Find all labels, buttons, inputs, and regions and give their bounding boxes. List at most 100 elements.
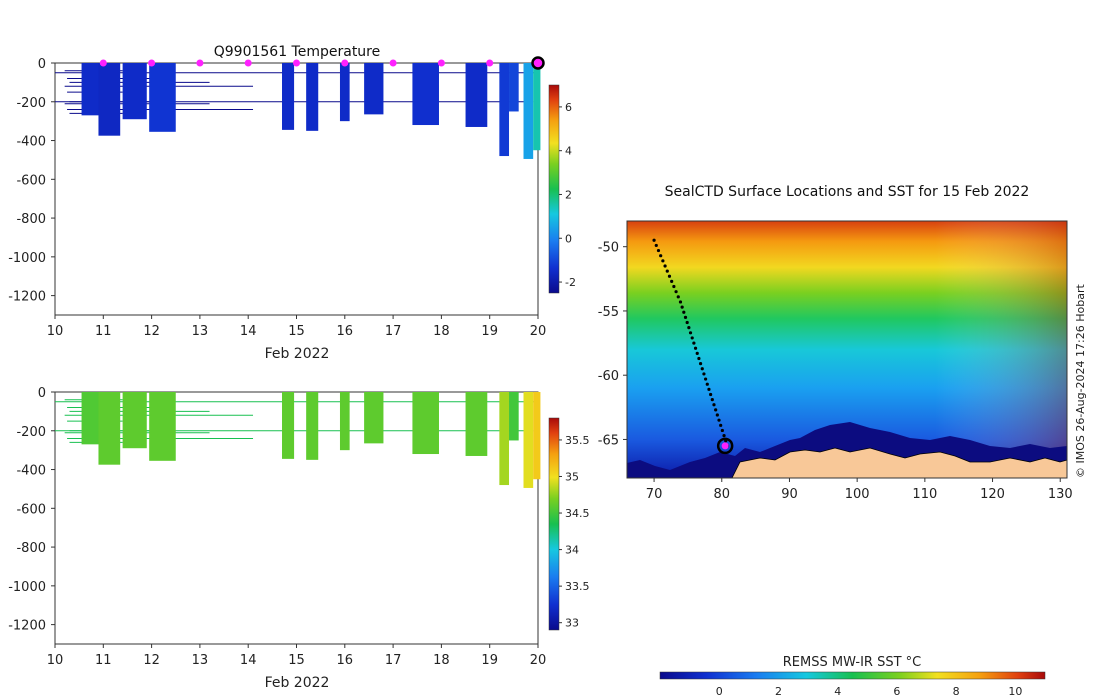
colorbar-tick-label: 0 bbox=[565, 232, 572, 245]
x-tick-label: 10 bbox=[47, 653, 64, 668]
track-point bbox=[709, 392, 713, 397]
profile-bar bbox=[412, 63, 439, 126]
x-tick-label: 20 bbox=[530, 324, 547, 339]
track-point bbox=[705, 382, 709, 386]
track-point bbox=[683, 315, 688, 319]
profile-bar bbox=[465, 63, 488, 127]
track-point bbox=[659, 254, 663, 258]
y-tick-label: -600 bbox=[16, 173, 46, 188]
track-point bbox=[654, 243, 658, 248]
track-point bbox=[656, 248, 661, 253]
sst-colorbar bbox=[659, 671, 1046, 680]
y-tick-label: 0 bbox=[38, 386, 46, 401]
x-tick-label: 15 bbox=[288, 324, 305, 339]
y-tick-label: -1200 bbox=[8, 290, 46, 305]
track-point bbox=[690, 336, 694, 340]
surface-location-marker bbox=[341, 59, 349, 67]
profile-bar bbox=[306, 63, 319, 131]
sst-colorbar-tick-label: 4 bbox=[834, 685, 841, 698]
x-tick-label: 13 bbox=[192, 324, 209, 339]
y-tick-label: -400 bbox=[16, 135, 46, 150]
antarctic-land bbox=[731, 447, 1068, 479]
x-tick-label: 18 bbox=[433, 653, 450, 668]
track-point bbox=[685, 320, 689, 325]
salinity-section-panel: 0 -200 -400 -600 -800 -1000 -1200 10 11 12 13 14 15… bbox=[8, 386, 589, 691]
map-x-tick-label: 110 bbox=[912, 487, 937, 502]
x-tick-label: 19 bbox=[481, 324, 498, 339]
colorbar-tick-label: 6 bbox=[565, 101, 572, 114]
imos-credit: © IMOS 26-Aug-2024 17:26 Hobart bbox=[1074, 284, 1087, 478]
track-point bbox=[715, 413, 719, 417]
x-tick-label: 13 bbox=[192, 653, 209, 668]
track-point bbox=[687, 326, 691, 330]
surface-location-marker bbox=[148, 59, 156, 67]
temperature-section-panel: Q9901561 Temperature 0 -200 -400 -600 -800 -1… bbox=[8, 44, 576, 362]
track-point bbox=[663, 264, 667, 268]
surface-location-marker bbox=[389, 59, 397, 67]
sst-colorbar-tick-label: 8 bbox=[953, 685, 960, 698]
sst-colorbar-tick-label: 2 bbox=[775, 685, 782, 698]
colorbar-tick-label: 33.5 bbox=[565, 580, 590, 593]
x-tick-label: 17 bbox=[385, 653, 402, 668]
profile-bar bbox=[412, 392, 439, 455]
y-tick-label: -1200 bbox=[8, 619, 46, 634]
latest-position-marker bbox=[721, 442, 729, 450]
sst-colorbar-tick-label: 10 bbox=[1008, 685, 1022, 698]
colorbar-tick-label: -2 bbox=[565, 276, 576, 289]
track-point bbox=[700, 367, 704, 371]
track-point bbox=[698, 362, 703, 366]
map-y-tick-label: -55 bbox=[598, 305, 619, 320]
sst-map-panel: SealCTD Surface Locations and SST for 15… bbox=[598, 184, 1087, 698]
track-point bbox=[665, 269, 669, 273]
sst-colorbar-tick-label: 0 bbox=[716, 685, 723, 698]
track-point bbox=[680, 305, 684, 309]
profile-bar bbox=[509, 392, 519, 441]
colorbar-tick-label: 4 bbox=[565, 145, 572, 158]
surface-location-marker bbox=[486, 59, 494, 67]
y-tick-label: 0 bbox=[38, 57, 46, 72]
track-point bbox=[667, 274, 672, 278]
salinity-xlabel: Feb 2022 bbox=[265, 675, 330, 691]
x-tick-label: 18 bbox=[433, 324, 450, 339]
y-tick-label: -200 bbox=[16, 425, 46, 440]
surface-location-marker bbox=[196, 59, 204, 67]
map-axes-frame bbox=[626, 220, 1068, 479]
sst-colorbar-label: REMSS MW-IR SST °C bbox=[783, 655, 922, 670]
colorbar-tick-label: 2 bbox=[565, 188, 572, 201]
latest-position-ring bbox=[716, 437, 734, 455]
x-tick-label: 10 bbox=[47, 324, 64, 339]
map-y-tick-label: -60 bbox=[598, 369, 619, 384]
map-x-tick-label: 130 bbox=[1048, 487, 1073, 502]
track-point bbox=[720, 428, 724, 433]
x-tick-label: 14 bbox=[240, 653, 257, 668]
profile-bar bbox=[339, 392, 350, 451]
x-tick-label: 16 bbox=[337, 324, 354, 339]
profile-bar bbox=[81, 392, 104, 445]
map-x-tick-label: 100 bbox=[845, 487, 870, 502]
map-x-tick-label: 70 bbox=[646, 487, 663, 502]
track-point bbox=[722, 433, 726, 438]
y-tick-label: -200 bbox=[16, 96, 46, 111]
x-tick-label: 19 bbox=[481, 653, 498, 668]
x-tick-label: 12 bbox=[143, 653, 160, 668]
current-position-marker bbox=[531, 56, 545, 70]
track-point bbox=[719, 423, 723, 427]
track-point bbox=[676, 295, 680, 299]
temperature-colorbar bbox=[548, 84, 560, 294]
y-tick-label: -800 bbox=[16, 541, 46, 556]
track-point bbox=[688, 331, 693, 335]
salinity-colorbar bbox=[548, 417, 560, 631]
track-point bbox=[674, 290, 678, 294]
track-point bbox=[710, 398, 714, 402]
surface-location-marker bbox=[437, 59, 445, 67]
x-tick-label: 12 bbox=[143, 324, 160, 339]
colorbar-tick-label: 35.5 bbox=[565, 434, 590, 447]
colorbar-tick-label: 34.5 bbox=[565, 507, 590, 520]
temperature-xlabel: Feb 2022 bbox=[265, 346, 330, 362]
track-point bbox=[652, 238, 656, 242]
x-tick-label: 11 bbox=[95, 653, 112, 668]
track-point bbox=[697, 356, 701, 361]
profile-bar bbox=[122, 63, 147, 120]
profile-bar bbox=[523, 63, 534, 159]
